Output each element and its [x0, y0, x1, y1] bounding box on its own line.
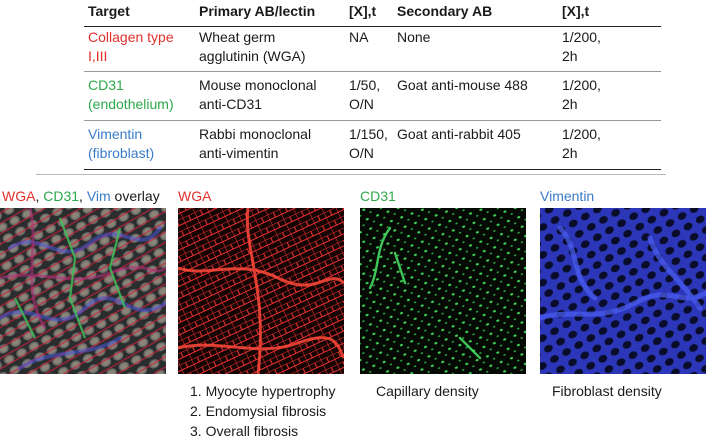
- conc2-cell: 1/200, 2h: [562, 76, 622, 114]
- header-conc-primary: [X],t: [349, 3, 377, 19]
- conc2-line: 2h: [562, 48, 578, 64]
- overlay-title-sep: ,: [79, 188, 87, 204]
- target-cell: CD31 (endothelium): [88, 76, 200, 114]
- table-row: Collagen type I,III Wheat germ agglutini…: [84, 27, 661, 72]
- target-cell: Vimentin (fibroblast): [88, 125, 200, 163]
- overlay-title-vim: Vim: [86, 188, 111, 204]
- vimentin-panel-title: Vimentin: [540, 188, 595, 204]
- conc2-cell: 1/200, 2h: [562, 28, 622, 66]
- header-conc-secondary: [X],t: [562, 3, 590, 19]
- conc-line: 1/50,: [349, 77, 381, 93]
- target-line: (fibroblast): [88, 145, 155, 161]
- conc2-line: 2h: [562, 96, 578, 112]
- primary-cell: Wheat germ agglutinin (WGA): [199, 28, 339, 66]
- primary-line: anti-vimentin: [199, 145, 279, 161]
- conc2-line: 1/200,: [562, 29, 601, 45]
- cd31-caption: Capillary density: [376, 383, 479, 399]
- conc-line: O/N: [349, 145, 374, 161]
- target-line: Collagen type: [88, 29, 174, 45]
- primary-cell: Rabbi monoclonal anti-vimentin: [199, 125, 339, 163]
- secondary-cell: Goat anti-rabbit 405: [397, 126, 521, 142]
- overlay-panel-title: WGA, CD31, Vim overlay: [2, 187, 160, 205]
- overlay-title-wga: WGA: [2, 188, 36, 204]
- table-header-row: Target Primary AB/lectin [X],t Secondary…: [84, 0, 661, 27]
- wga-caption: 1. Myocyte hypertrophy 2. Endomysial fib…: [190, 381, 336, 441]
- target-line: I,III: [88, 48, 108, 64]
- overlay-title-cd31: CD31: [43, 188, 80, 204]
- primary-line: agglutinin (WGA): [199, 48, 306, 64]
- conc-cell: 1/50, O/N: [349, 76, 395, 114]
- vimentin-micrograph: [540, 208, 706, 374]
- secondary-cell: None: [397, 29, 431, 45]
- header-target: Target: [88, 3, 130, 19]
- conc-line: 1/150,: [349, 126, 388, 142]
- caption-line: 3. Overall fibrosis: [190, 423, 299, 439]
- table-row: Vimentin (fibroblast) Rabbi monoclonal a…: [84, 121, 661, 170]
- overlay-title-rest: overlay: [110, 188, 160, 204]
- primary-line: Mouse monoclonal: [199, 77, 317, 93]
- caption-line: 1. Myocyte hypertrophy: [190, 383, 336, 399]
- primary-line: Rabbi monoclonal: [199, 126, 312, 142]
- target-line: CD31: [88, 77, 124, 93]
- caption-line: 2. Endomysial fibrosis: [190, 403, 327, 419]
- target-cell: Collagen type I,III: [88, 28, 200, 66]
- target-line: (endothelium): [88, 96, 174, 112]
- section-divider: [36, 174, 666, 175]
- wga-panel-title: WGA: [178, 188, 212, 204]
- conc-cell: NA: [349, 28, 395, 47]
- conc-cell: 1/150, O/N: [349, 125, 395, 163]
- target-line: Vimentin: [88, 126, 143, 142]
- primary-line: anti-CD31: [199, 96, 263, 112]
- overlay-micrograph: [0, 208, 166, 374]
- conc-line: O/N: [349, 96, 374, 112]
- vimentin-caption: Fibroblast density: [552, 383, 662, 399]
- wga-micrograph: [178, 208, 344, 374]
- conc2-line: 1/200,: [562, 126, 601, 142]
- table-row: CD31 (endothelium) Mouse monoclonal anti…: [84, 72, 661, 121]
- cd31-panel-title: CD31: [360, 188, 396, 204]
- overlay-title-sep: ,: [35, 188, 44, 204]
- conc2-line: 2h: [562, 145, 578, 161]
- conc2-cell: 1/200, 2h: [562, 125, 622, 163]
- secondary-cell: Goat anti-mouse 488: [397, 77, 528, 93]
- primary-line: Wheat germ: [199, 29, 276, 45]
- header-secondary: Secondary AB: [397, 3, 493, 19]
- header-primary: Primary AB/lectin: [199, 3, 316, 19]
- staining-table: Target Primary AB/lectin [X],t Secondary…: [84, 0, 661, 170]
- primary-cell: Mouse monoclonal anti-CD31: [199, 76, 339, 114]
- conc2-line: 1/200,: [562, 77, 601, 93]
- conc-line: NA: [349, 29, 369, 45]
- cd31-micrograph: [360, 208, 526, 374]
